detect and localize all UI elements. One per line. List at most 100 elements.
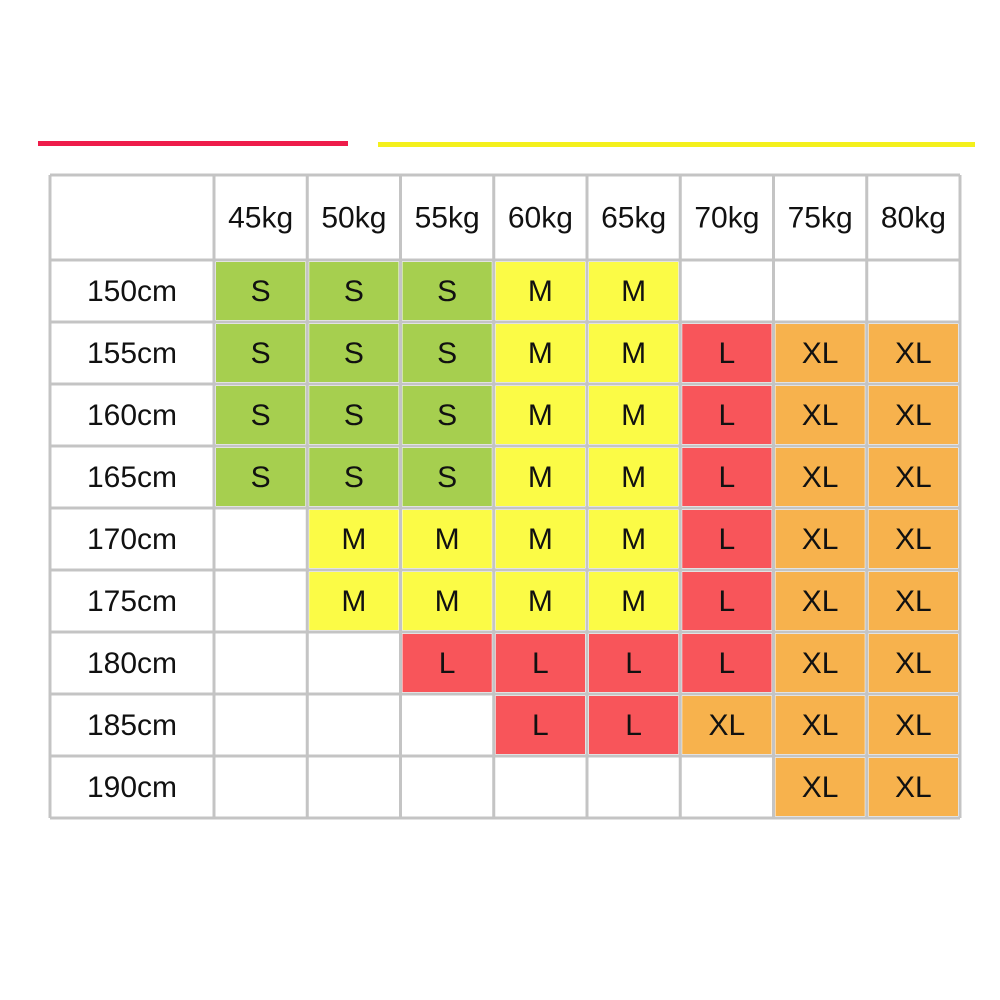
size-cell [682, 572, 772, 630]
size-cell [589, 324, 679, 382]
size-cell [495, 262, 585, 320]
size-label: S [251, 275, 271, 308]
size-cell [868, 572, 958, 630]
red-bar [38, 141, 348, 146]
size-cell [216, 262, 306, 320]
row-header: 175cm [87, 585, 177, 618]
size-label: XL [802, 709, 839, 742]
column-header: 80kg [881, 201, 946, 234]
size-label: M [621, 399, 646, 432]
column-header: 65kg [601, 201, 666, 234]
size-cell [868, 510, 958, 568]
row-header: 190cm [87, 771, 177, 804]
size-label: S [437, 461, 457, 494]
size-cell [309, 262, 399, 320]
size-cell [868, 448, 958, 506]
size-label: L [532, 709, 549, 742]
size-label: XL [802, 771, 839, 804]
column-header: 60kg [508, 201, 573, 234]
size-label: M [528, 399, 553, 432]
column-header: 55kg [415, 201, 480, 234]
size-cell [309, 572, 399, 630]
size-cell [682, 386, 772, 444]
size-label: L [625, 709, 642, 742]
size-label: XL [802, 461, 839, 494]
size-label: L [719, 523, 736, 556]
size-label: XL [895, 523, 932, 556]
size-cell [775, 696, 865, 754]
size-cell [402, 324, 492, 382]
size-label: XL [895, 709, 932, 742]
size-cell [402, 448, 492, 506]
size-label: M [528, 585, 553, 618]
row-header: 155cm [87, 337, 177, 370]
size-label: M [528, 275, 553, 308]
size-label: L [719, 461, 736, 494]
size-label: M [341, 585, 366, 618]
size-label: XL [895, 647, 932, 680]
size-label: L [625, 647, 642, 680]
size-label: XL [895, 461, 932, 494]
row-header: 160cm [87, 399, 177, 432]
size-label: S [344, 461, 364, 494]
size-cell [775, 448, 865, 506]
column-header: 50kg [321, 201, 386, 234]
row-header: 170cm [87, 523, 177, 556]
size-label: M [341, 523, 366, 556]
size-label: XL [895, 399, 932, 432]
size-label: XL [802, 337, 839, 370]
size-cell [775, 386, 865, 444]
size-cell [868, 758, 958, 816]
size-cell [589, 510, 679, 568]
size-cell [682, 634, 772, 692]
size-cell [495, 386, 585, 444]
size-cell [589, 634, 679, 692]
row-header: 150cm [87, 275, 177, 308]
size-label: XL [802, 585, 839, 618]
size-label: M [435, 585, 460, 618]
yellow-bar [378, 142, 975, 147]
size-label: S [344, 399, 364, 432]
size-label: S [437, 399, 457, 432]
size-label: M [621, 275, 646, 308]
size-cell [216, 386, 306, 444]
size-cell [868, 324, 958, 382]
size-label: XL [895, 771, 932, 804]
size-label: XL [802, 647, 839, 680]
size-label: XL [802, 523, 839, 556]
size-label: L [719, 647, 736, 680]
size-cell [402, 572, 492, 630]
size-cell [868, 386, 958, 444]
size-label: S [344, 337, 364, 370]
size-label: S [251, 399, 271, 432]
size-cell [402, 634, 492, 692]
row-header: 165cm [87, 461, 177, 494]
size-cell [309, 510, 399, 568]
size-cell [589, 386, 679, 444]
size-cell [495, 634, 585, 692]
size-cell [589, 696, 679, 754]
size-cell [775, 510, 865, 568]
size-cell [868, 696, 958, 754]
size-cell [682, 448, 772, 506]
size-label: M [528, 461, 553, 494]
size-cell [495, 510, 585, 568]
size-label: L [719, 399, 736, 432]
size-cell [589, 448, 679, 506]
size-label: XL [802, 399, 839, 432]
size-cell [309, 324, 399, 382]
size-cell [868, 634, 958, 692]
size-label: S [437, 337, 457, 370]
size-cell [402, 386, 492, 444]
size-cell [402, 510, 492, 568]
size-cell [775, 634, 865, 692]
column-header: 70kg [694, 201, 759, 234]
size-cell [495, 572, 585, 630]
size-label: XL [895, 585, 932, 618]
column-header: 75kg [788, 201, 853, 234]
size-label: M [621, 585, 646, 618]
size-cell [682, 696, 772, 754]
size-label: S [437, 275, 457, 308]
